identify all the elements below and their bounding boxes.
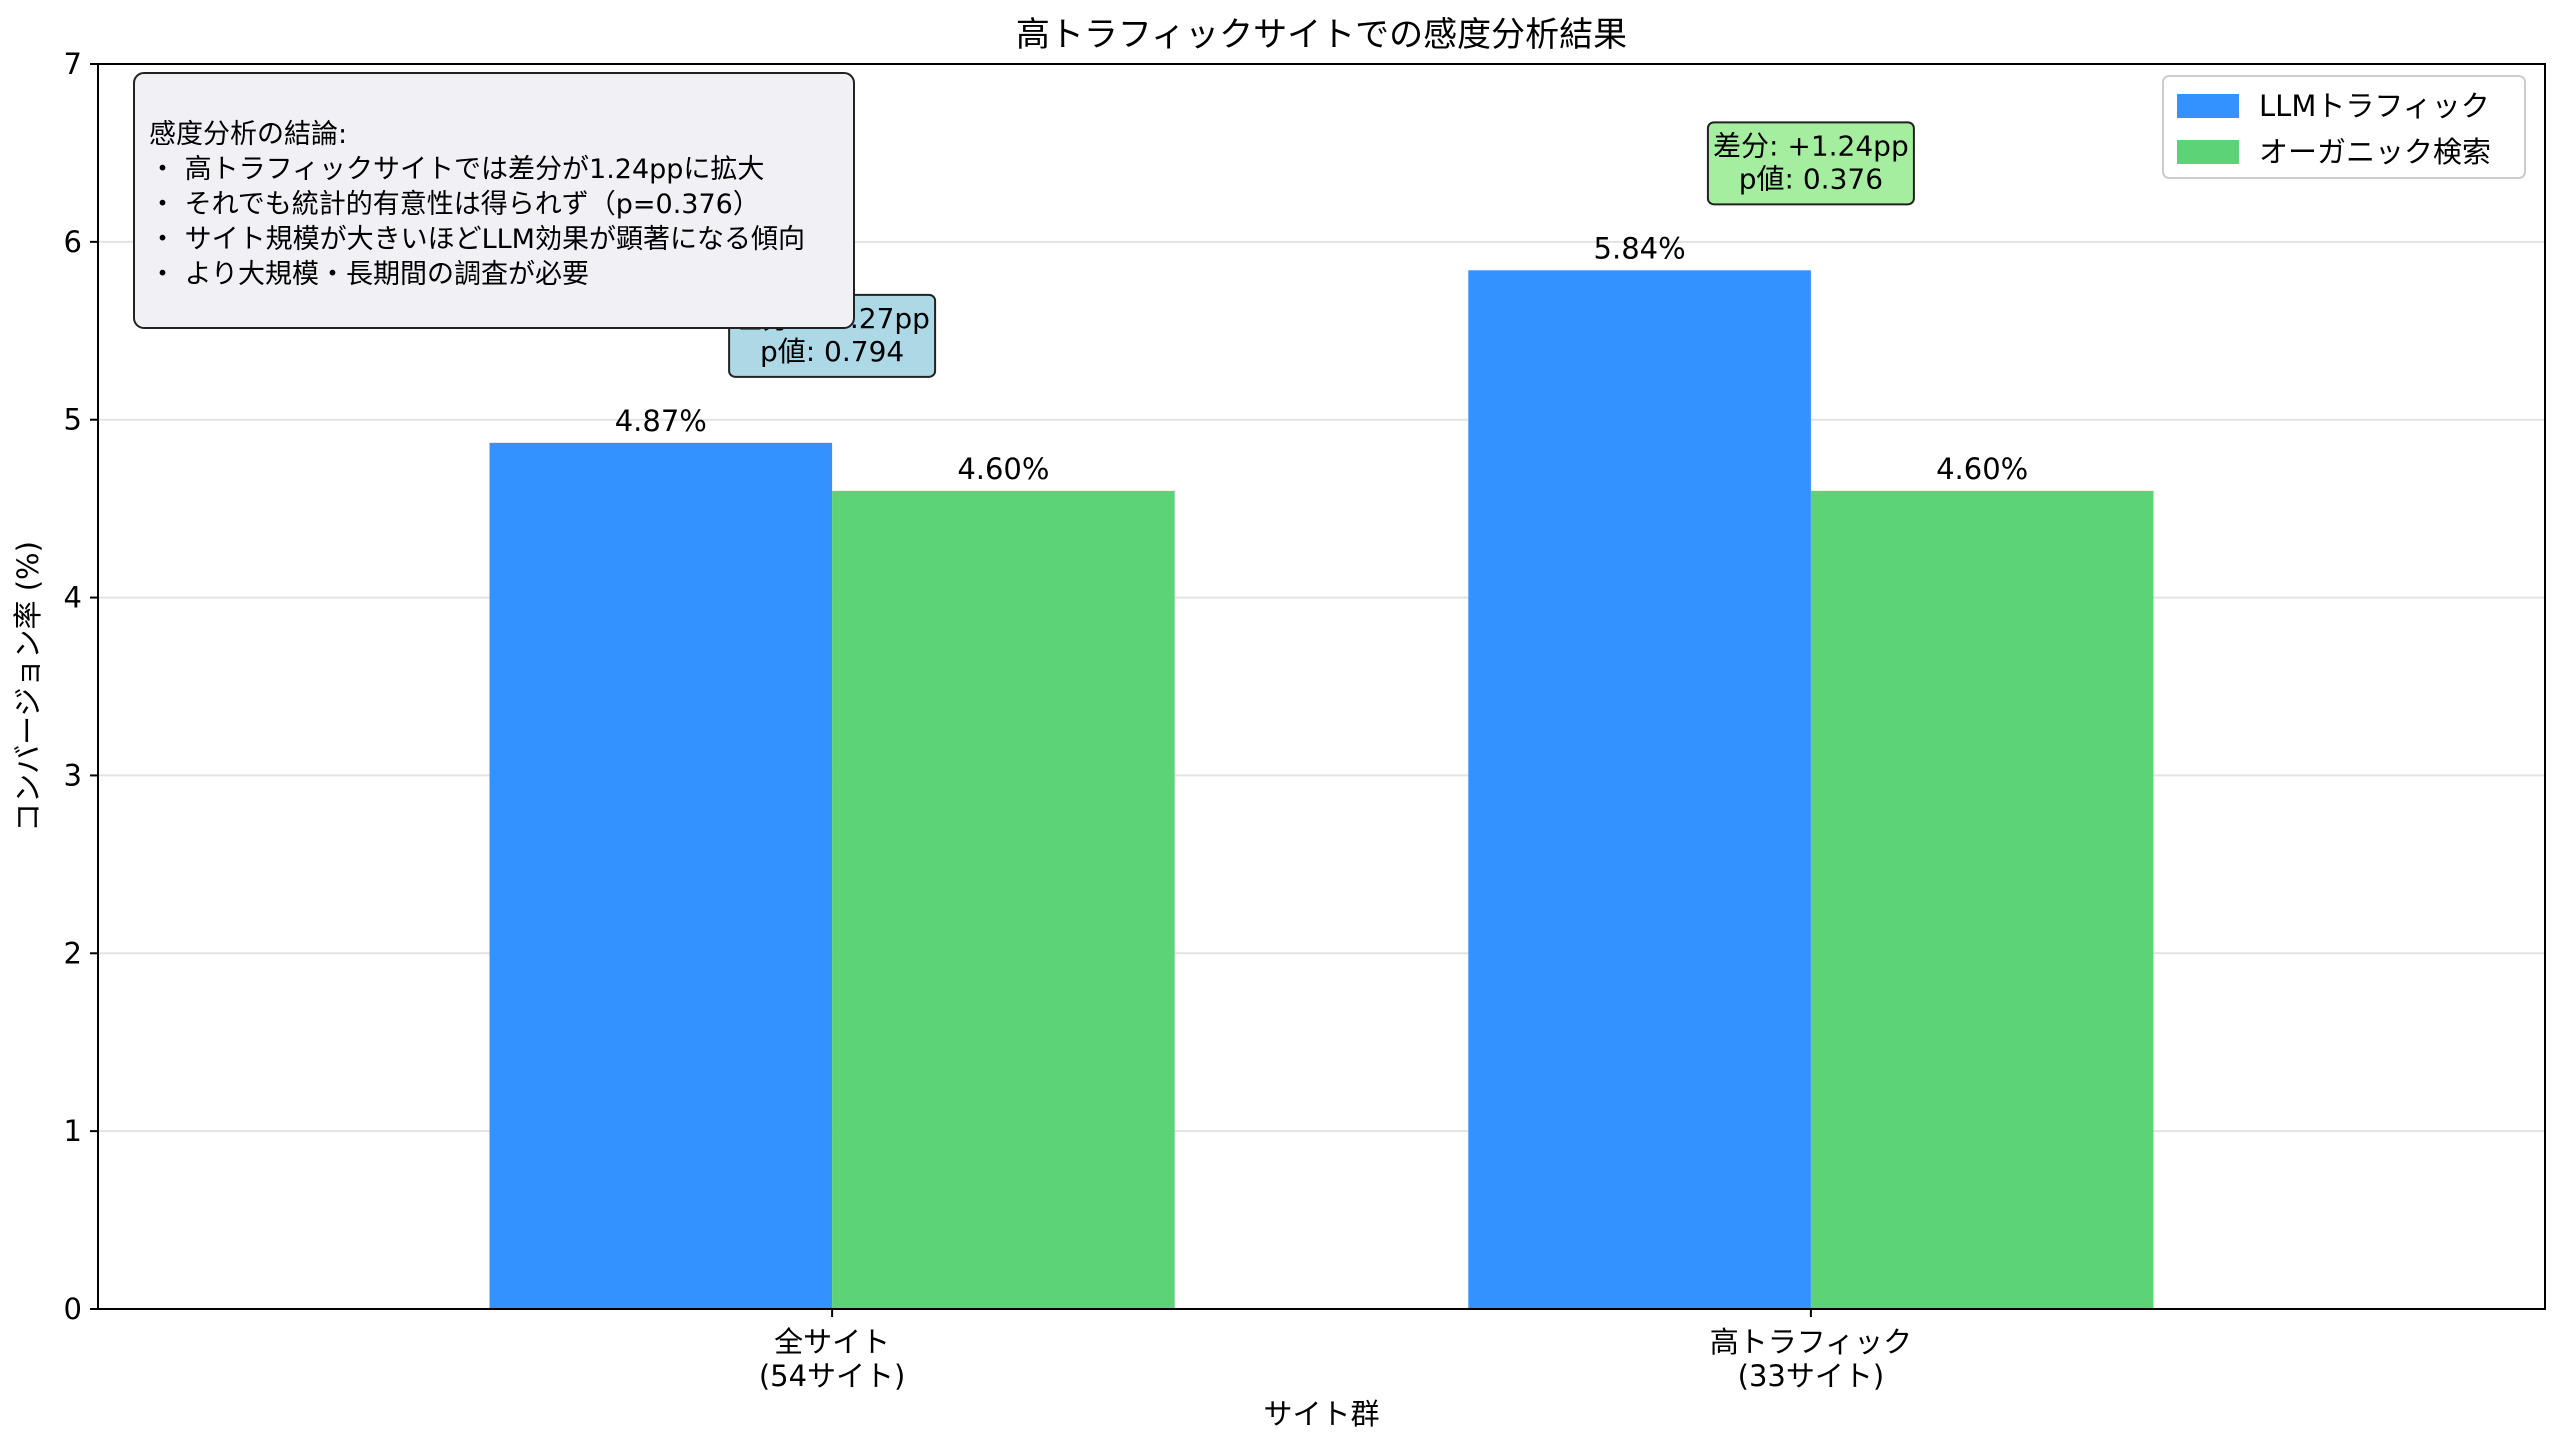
y-tick-label-6: 6	[64, 225, 82, 259]
legend-swatch-0	[2177, 94, 2239, 118]
difference-annotation-line-0-1: p値: 0.794	[760, 335, 904, 368]
x-axis-label: サイト群	[1263, 1397, 1379, 1431]
chart-title: 高トラフィックサイトでの感度分析結果	[1016, 15, 1627, 55]
legend-label-0: LLMトラフィック	[2259, 89, 2490, 123]
summary-box	[133, 72, 855, 329]
x-tick-label-0-1: (54サイト)	[759, 1359, 906, 1393]
summary-line-3: ・ サイト規模が大きいほどLLM効果が顕著になる傾向	[149, 224, 805, 255]
y-tick-label-5: 5	[64, 403, 82, 437]
summary-line-1: ・ 高トラフィックサイトでは差分が1.24ppに拡大	[149, 154, 764, 185]
difference-annotation-line-1-1: p値: 0.376	[1739, 162, 1883, 195]
summary-line-0: 感度分析の結論:	[149, 119, 347, 150]
value-label-s0-c1: 5.84%	[1594, 231, 1686, 265]
y-tick-label-2: 2	[64, 936, 82, 970]
y-tick-label-3: 3	[64, 758, 82, 792]
bar-s1-c0	[832, 490, 1175, 1309]
x-tick-label-1-0: 高トラフィック	[1710, 1325, 1912, 1359]
bar-s1-c1	[1810, 490, 2154, 1309]
summary-line-2: ・ それでも統計的有意性は得られず（p=0.376）	[149, 189, 760, 220]
x-tick-label-0-0: 全サイト	[774, 1325, 890, 1359]
y-tick-label-0: 0	[64, 1292, 82, 1326]
value-label-s1-c0: 4.60%	[957, 452, 1049, 486]
plot-frame	[97, 63, 2546, 1310]
y-axis-label: コンバージョン率 (%)	[11, 541, 45, 832]
x-tick-label-1-1: (33サイト)	[1738, 1359, 1885, 1393]
difference-annotation-line-1-0: 差分: +1.24pp	[1713, 129, 1909, 162]
summary-line-4: ・ より大規模・長期間の調査が必要	[149, 259, 589, 290]
value-label-s1-c1: 4.60%	[1936, 452, 2028, 486]
legend-box	[2162, 75, 2526, 179]
legend-label-1: オーガニック検索	[2259, 135, 2491, 169]
y-tick-label-7: 7	[64, 47, 82, 81]
bar-s0-c0	[489, 442, 833, 1310]
bar-s0-c1	[1468, 270, 1811, 1309]
y-tick-label-1: 1	[64, 1114, 82, 1148]
difference-annotation-box-1	[1706, 121, 1915, 206]
value-label-s0-c0: 4.87%	[615, 404, 707, 438]
y-tick-label-4: 4	[64, 581, 82, 615]
legend-swatch-1	[2177, 140, 2239, 164]
